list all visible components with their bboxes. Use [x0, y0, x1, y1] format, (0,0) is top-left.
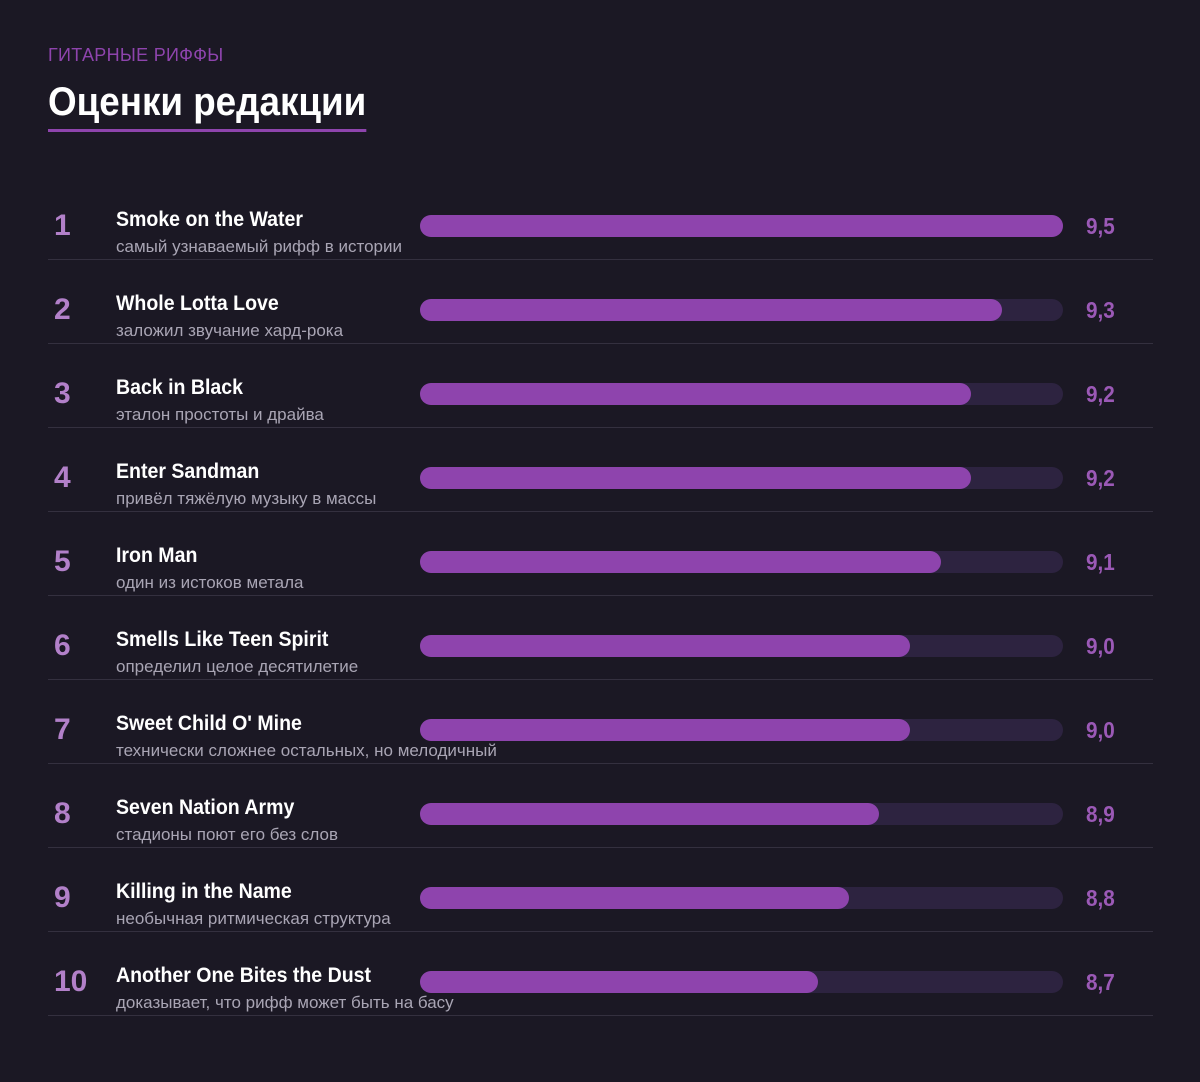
- bar-track: [420, 299, 1063, 321]
- track-name: Smells Like Teen Spirit: [116, 628, 329, 651]
- ranking-row: 1 Smoke on the Water самый узнаваемый рифф…: [48, 176, 1153, 260]
- score-label: 9,1: [1086, 549, 1115, 575]
- bar-track: [420, 803, 1063, 825]
- score-bar: [420, 635, 910, 657]
- score-label: 9,0: [1086, 717, 1115, 743]
- track-name: Another One Bites the Dust: [116, 964, 372, 987]
- page-kicker: ГИТАРНЫЕ РИФФЫ: [48, 45, 224, 65]
- ranking-row: 3 Back in Black эталон простоты и драйва 9,…: [48, 344, 1153, 428]
- track-description: необычная ритмическая структура: [116, 909, 391, 928]
- score-label: 9,3: [1086, 297, 1115, 323]
- bar-track: [420, 635, 1063, 657]
- bar-track: [420, 719, 1063, 741]
- score-bar: [420, 383, 971, 405]
- score-bar: [420, 215, 1063, 237]
- track-name: Smoke on the Water: [116, 208, 304, 231]
- rank-number: 1: [54, 209, 71, 242]
- score-label: 8,7: [1086, 969, 1115, 995]
- score-bar: [420, 299, 1002, 321]
- score-label: 9,0: [1086, 633, 1115, 659]
- rank-number: 5: [54, 545, 71, 578]
- rank-number: 10: [54, 965, 88, 998]
- rank-number: 2: [54, 293, 71, 326]
- track-name: Enter Sandman: [116, 460, 260, 483]
- score-label: 9,2: [1086, 465, 1115, 491]
- ranking-row: 9 Killing in the Name необычная ритмическа…: [48, 848, 1153, 932]
- track-name: Seven Nation Army: [116, 796, 295, 819]
- ranking-row: 5 Iron Man один из истоков метала 9,1: [48, 512, 1153, 596]
- track-name: Back in Black: [116, 376, 244, 399]
- score-label: 9,2: [1086, 381, 1115, 407]
- score-label: 9,5: [1086, 213, 1115, 239]
- ranking-row: 2 Whole Lotta Love заложил звучание хард-р…: [48, 260, 1153, 344]
- bar-track: [420, 467, 1063, 489]
- track-name: Sweet Child O' Mine: [116, 712, 302, 735]
- ranking-row: 10 Another One Bites the Dust доказывает, …: [48, 932, 1153, 1016]
- ranking-row: 8 Seven Nation Army стадионы поют его без …: [48, 764, 1153, 848]
- score-bar: [420, 467, 971, 489]
- track-name: Whole Lotta Love: [116, 292, 279, 315]
- rank-number: 6: [54, 629, 71, 662]
- bar-track: [420, 551, 1063, 573]
- bar-track: [420, 971, 1063, 993]
- track-description: определил целое десятилетие: [116, 657, 359, 676]
- track-description: один из истоков метала: [116, 573, 304, 592]
- rank-number: 9: [54, 881, 71, 914]
- ranking-row: 6 Smells Like Teen Spirit определил целое …: [48, 596, 1153, 680]
- rank-number: 7: [54, 713, 71, 746]
- score-bar: [420, 887, 849, 909]
- rank-number: 8: [54, 797, 71, 830]
- score-bar: [420, 719, 910, 741]
- bar-track: [420, 887, 1063, 909]
- track-description: эталон простоты и драйва: [116, 405, 324, 424]
- track-description: привёл тяжёлую музыку в массы: [116, 489, 377, 508]
- track-name: Killing in the Name: [116, 880, 292, 903]
- page-title: Оценки редакции: [48, 80, 367, 132]
- ranking-row: 4 Enter Sandman привёл тяжёлую музыку в ма…: [48, 428, 1153, 512]
- track-description: заложил звучание хард-рока: [116, 321, 344, 340]
- track-description: самый узнаваемый рифф в истории: [116, 237, 402, 256]
- track-description: технически сложнее остальных, но мелодич…: [116, 741, 497, 760]
- score-bar: [420, 551, 941, 573]
- rank-number: 4: [54, 461, 71, 494]
- track-name: Iron Man: [116, 544, 198, 567]
- bar-track: [420, 383, 1063, 405]
- rank-number: 3: [54, 377, 71, 410]
- track-description: доказывает, что рифф может быть на басу: [116, 993, 454, 1012]
- ranking-list: 1 Smoke on the Water самый узнаваемый рифф…: [48, 176, 1153, 1016]
- track-description: стадионы поют его без слов: [116, 825, 338, 844]
- bar-track: [420, 215, 1063, 237]
- score-bar: [420, 971, 818, 993]
- score-label: 8,9: [1086, 801, 1115, 827]
- score-label: 8,8: [1086, 885, 1115, 911]
- ranking-row: 7 Sweet Child O' Mine технически сложнее о…: [48, 680, 1153, 764]
- score-bar: [420, 803, 879, 825]
